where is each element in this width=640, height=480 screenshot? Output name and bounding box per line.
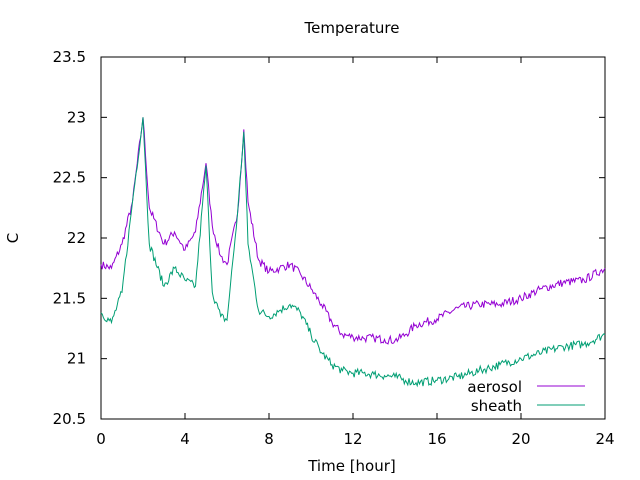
x-tick-labels: 0 4 8 12 16 20 24 (96, 430, 614, 448)
y-tick-label: 23 (67, 108, 86, 126)
y-tick-label: 22.5 (53, 169, 86, 187)
x-tick-label: 16 (427, 430, 446, 448)
x-tick-label: 8 (264, 430, 274, 448)
x-tick-label: 4 (180, 430, 190, 448)
y-axis-label: C (4, 233, 22, 243)
y-tick-label: 21 (67, 350, 86, 368)
series-line-aerosol (100, 117, 606, 345)
x-tick-label: 12 (343, 430, 362, 448)
y-tick-label: 20.5 (53, 410, 86, 428)
y-tick-label: 21.5 (53, 289, 86, 307)
chart-title: Temperature (303, 19, 399, 37)
series-line-sheath (100, 117, 606, 388)
legend-label-sheath: sheath (471, 397, 522, 415)
y-tick-label: 23.5 (53, 48, 86, 66)
y-tick-labels: 20.5 21 21.5 22 22.5 23 23.5 (53, 48, 86, 428)
y-tick-label: 22 (67, 229, 86, 247)
legend-label-aerosol: aerosol (467, 378, 522, 396)
legend: aerosol sheath (467, 378, 585, 415)
axis-ticks (100, 56, 606, 420)
x-axis-label: Time [hour] (307, 457, 396, 475)
series-lines (100, 117, 606, 388)
x-tick-label: 24 (595, 430, 614, 448)
x-tick-label: 20 (511, 430, 530, 448)
x-tick-label: 0 (96, 430, 106, 448)
